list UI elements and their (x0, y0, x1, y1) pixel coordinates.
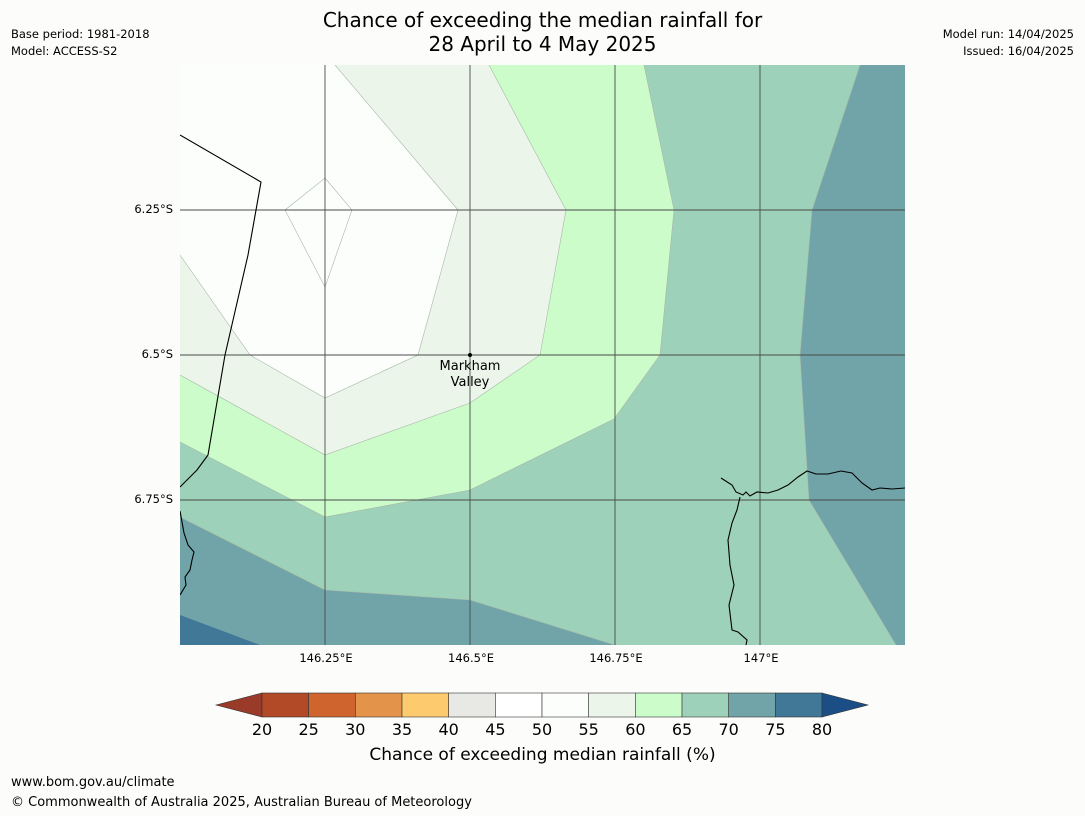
place-name-line-1: Markham (439, 359, 501, 374)
place-name-line-2: Valley (450, 375, 490, 390)
colorbar-band (635, 692, 683, 718)
band-75-80 (180, 615, 260, 645)
colorbar-tick-label: 75 (765, 720, 786, 739)
border-line (180, 134, 262, 488)
colorbar-band (541, 692, 589, 718)
lon-label-146-25e: 146.25°E (299, 651, 353, 665)
colorbar-band (401, 692, 449, 718)
lat-label-6-25s: 6.25°S (134, 202, 173, 216)
footer-copyright: © Commonwealth of Australia 2025, Austra… (11, 795, 472, 810)
colorbar-tick-label: 20 (251, 720, 273, 739)
colorbar-tick-label: 40 (438, 720, 459, 739)
model-name: Model: ACCESS-S2 (11, 44, 118, 58)
map-canvas (180, 65, 905, 645)
colorbar-band (775, 692, 823, 718)
coast-east (720, 470, 905, 497)
model-run: Model run: 14/04/2025 (942, 27, 1074, 41)
colorbar-tick-label: 55 (578, 720, 599, 739)
colorbar-tick-label: 70 (718, 720, 739, 739)
colorbar-tick-label: 50 (531, 720, 553, 739)
colorbar-band (308, 692, 356, 718)
colorbar-tick-label: 65 (671, 720, 693, 739)
colorbar-band (355, 692, 403, 718)
lon-label-147e: 147°E (743, 651, 779, 665)
colorbar-band (261, 692, 309, 718)
colorbar-tick-label: 25 (298, 720, 319, 739)
coast-west (180, 510, 195, 596)
colorbar-band (728, 692, 776, 718)
colorbar-above-arrow (821, 692, 870, 718)
meta-right: Model run: 14/04/2025 Issued: 16/04/2025 (943, 26, 1074, 60)
base-period: Base period: 1981-2018 (11, 27, 150, 41)
colorbar-tick-label: 30 (345, 720, 366, 739)
colorbar-tick-label: 80 (811, 720, 833, 739)
colorbar-band (588, 692, 636, 718)
lat-label-6-5s: 6.5°S (141, 347, 173, 361)
colorbar-bands (261, 692, 823, 718)
colorbar-tick-label: 60 (625, 720, 646, 739)
colorbar-tick-label: 45 (485, 720, 506, 739)
colorbar-band (495, 692, 543, 718)
meta-left: Base period: 1981-2018 Model: ACCESS-S2 (11, 26, 150, 60)
map-title: Chance of exceeding the median rainfall … (0, 8, 1085, 56)
colorbar-title: Chance of exceeding median rainfall (%) (369, 745, 716, 765)
lon-label-146-75e: 146.75°E (589, 651, 643, 665)
lat-label-6-75s: 6.75°S (134, 492, 173, 506)
colorbar-band (681, 692, 729, 718)
markham-valley-marker (468, 353, 472, 357)
colorbar-tick-label: 35 (391, 720, 413, 739)
title-line-1: Chance of exceeding the median rainfall … (322, 8, 763, 32)
footer-url: www.bom.gov.au/climate (11, 775, 175, 790)
colorbar-below-arrow (214, 692, 263, 718)
band-50-55 (180, 65, 458, 398)
issued-date: Issued: 16/04/2025 (963, 44, 1074, 58)
river (727, 496, 748, 645)
coastline-and-border (180, 134, 905, 645)
colorbar-band (448, 692, 496, 718)
place-label-markham-valley: Markham Valley (420, 359, 520, 391)
rainfall-map[interactable] (180, 65, 905, 645)
lon-label-146-5e: 146.5°E (448, 651, 494, 665)
colorbar (214, 692, 870, 718)
title-line-2: 28 April to 4 May 2025 (428, 32, 657, 56)
